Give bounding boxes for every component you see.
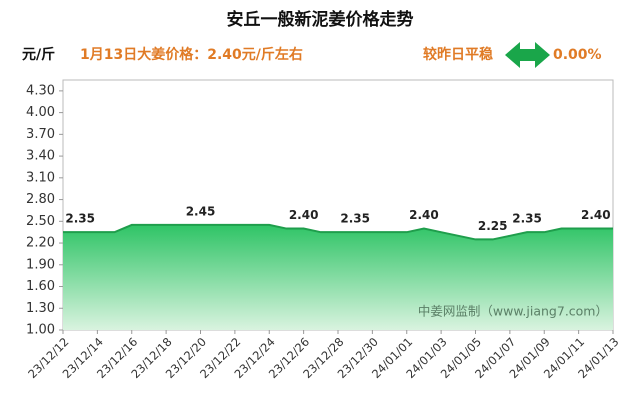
y-tick-label: 4.30	[26, 83, 55, 98]
change-value: 0.00%	[553, 47, 602, 63]
y-tick-label: 3.70	[26, 127, 55, 142]
value-label: 2.40	[581, 208, 611, 222]
value-label: 2.25	[478, 219, 508, 233]
y-tick-label: 3.10	[26, 170, 55, 185]
y-tick-label: 2.80	[26, 192, 55, 207]
chart-title: 安丘一般新泥姜价格走势	[227, 9, 414, 30]
y-tick-label: 1.00	[26, 323, 55, 338]
y-tick-label: 4.00	[26, 105, 55, 120]
y-tick-label: 1.30	[26, 301, 55, 316]
y-tick-label: 2.20	[26, 236, 55, 251]
value-label: 2.40	[409, 208, 439, 222]
change-label: 较昨日平稳	[423, 46, 493, 63]
y-tick-label: 2.50	[26, 214, 55, 229]
area-line	[63, 223, 613, 241]
value-label: 2.45	[186, 204, 216, 218]
watermark: 中姜网监制（www.jiang7.com）	[418, 304, 608, 319]
area-fill	[63, 224, 613, 330]
flat-arrow-icon	[505, 42, 550, 68]
subtitle: 1月13日大姜价格：2.40元/斤左右	[80, 46, 303, 63]
y-unit: 元/斤	[22, 46, 55, 63]
value-label: 2.35	[512, 212, 542, 226]
value-label: 2.35	[340, 212, 370, 226]
y-tick-label: 3.40	[26, 149, 55, 164]
y-tick-label: 1.90	[26, 257, 55, 272]
y-tick-label: 1.60	[26, 279, 55, 294]
value-label: 2.35	[65, 212, 95, 226]
value-label: 2.40	[289, 208, 319, 222]
